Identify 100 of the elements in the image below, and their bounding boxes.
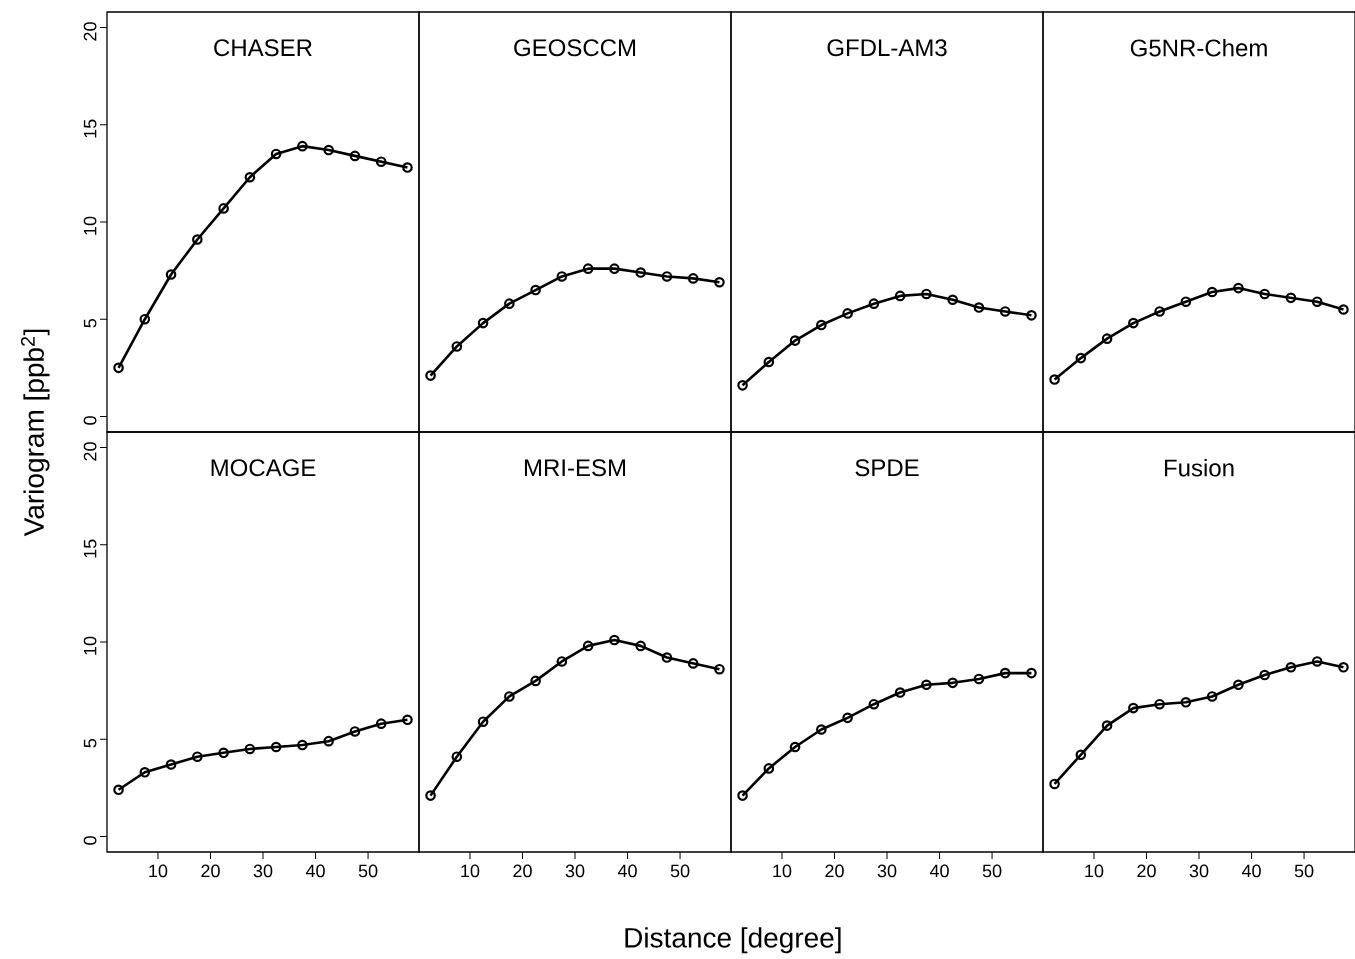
text: CHASER xyxy=(214,39,312,57)
text: Fusion xyxy=(1164,458,1234,477)
point xyxy=(868,698,880,710)
point xyxy=(530,675,541,687)
x-tick-label: 50 xyxy=(358,864,378,878)
y-tick-label: 20 xyxy=(83,442,97,461)
point xyxy=(1233,282,1244,294)
point xyxy=(1101,720,1113,731)
x-tick-label: 40 xyxy=(617,864,637,878)
point xyxy=(1049,778,1060,790)
point xyxy=(349,150,361,162)
point xyxy=(323,735,334,747)
text: G5NR-Chem xyxy=(1130,38,1267,57)
x-tick-label: 50 xyxy=(982,864,1002,878)
point xyxy=(1180,296,1192,308)
point xyxy=(1026,667,1037,679)
y-tick-label: 15 xyxy=(83,539,97,558)
point xyxy=(451,751,463,763)
text: GFDL-AM3 xyxy=(827,39,947,57)
y-tick-label: 10 xyxy=(83,636,97,655)
point xyxy=(113,362,124,374)
point xyxy=(661,271,673,282)
point xyxy=(139,313,151,325)
point xyxy=(1206,286,1218,298)
point xyxy=(530,284,541,296)
point xyxy=(244,743,256,755)
point xyxy=(921,679,932,691)
point xyxy=(999,667,1011,679)
point xyxy=(165,269,177,280)
point xyxy=(192,751,203,763)
y-tick-label: 0 xyxy=(83,836,97,845)
point xyxy=(1311,656,1323,667)
point xyxy=(947,677,958,689)
point xyxy=(1285,292,1297,304)
x-tick-label: 10 xyxy=(461,864,480,878)
point xyxy=(609,634,620,646)
point xyxy=(842,712,853,724)
point xyxy=(1311,296,1323,308)
point xyxy=(1259,669,1270,681)
text: MRI-ESM xyxy=(524,459,626,477)
point xyxy=(582,263,594,274)
point xyxy=(687,658,699,669)
x-tick-label: 20 xyxy=(1137,864,1156,878)
point xyxy=(763,763,775,774)
point xyxy=(1154,698,1165,710)
point xyxy=(661,652,673,663)
point xyxy=(1128,702,1139,714)
point xyxy=(165,759,177,770)
point xyxy=(375,156,387,168)
point xyxy=(816,319,827,331)
point xyxy=(1233,679,1244,691)
point xyxy=(1026,310,1037,321)
point xyxy=(218,203,229,214)
point xyxy=(687,273,699,284)
point xyxy=(609,263,620,274)
point xyxy=(323,144,334,156)
text: GEOSCCM xyxy=(514,39,636,57)
point xyxy=(894,687,906,698)
point xyxy=(1075,749,1087,761)
point xyxy=(737,380,748,391)
x-tick-label: 10 xyxy=(149,864,168,878)
point xyxy=(868,298,880,309)
x-tick-label: 10 xyxy=(773,864,792,878)
x-tick-label: 40 xyxy=(1241,864,1261,878)
x-tick-label: 40 xyxy=(929,864,949,878)
point xyxy=(270,148,282,160)
point xyxy=(1128,317,1139,329)
point xyxy=(1259,288,1270,300)
point xyxy=(244,171,256,183)
x-tick-label: 50 xyxy=(670,864,690,878)
point xyxy=(789,335,801,346)
x-tick-label: 30 xyxy=(253,864,273,878)
point xyxy=(451,341,463,352)
point xyxy=(816,724,827,735)
point xyxy=(1180,696,1192,708)
point xyxy=(477,716,489,728)
point xyxy=(1101,333,1113,344)
point xyxy=(973,673,985,685)
point xyxy=(921,288,932,300)
x-tick-label: 30 xyxy=(877,864,897,878)
point xyxy=(349,726,361,737)
point xyxy=(1338,661,1349,673)
point xyxy=(139,766,151,778)
point xyxy=(477,317,489,329)
y-tick-label: 0 xyxy=(83,416,97,425)
point xyxy=(297,140,308,152)
text: SPDE xyxy=(855,459,919,477)
point xyxy=(1285,661,1297,673)
point xyxy=(737,790,748,801)
point xyxy=(192,234,203,245)
point xyxy=(556,656,568,667)
point xyxy=(763,356,775,368)
y-tick-label: 10 xyxy=(83,216,97,235)
point xyxy=(556,271,568,282)
point xyxy=(1206,691,1218,702)
point xyxy=(1049,374,1060,385)
x-tick-label: 20 xyxy=(825,864,844,878)
x-tick-label: 30 xyxy=(1189,864,1209,878)
text: MOCAGE xyxy=(211,459,316,477)
point xyxy=(999,306,1011,317)
